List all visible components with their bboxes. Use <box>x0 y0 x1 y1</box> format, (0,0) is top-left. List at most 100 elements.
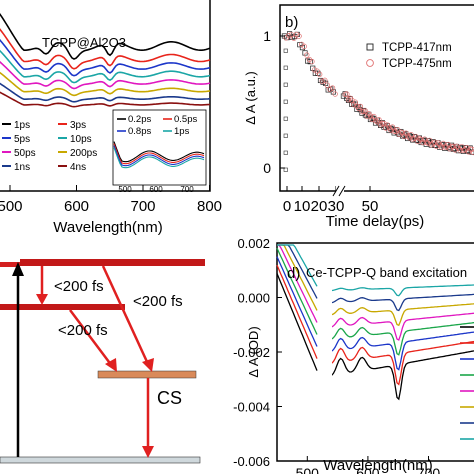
panel-a-frame <box>0 0 211 192</box>
inset-legend: 0.2ps 0.5ps 0.8ps 1ps <box>117 114 197 137</box>
level-s2-bar <box>20 259 205 266</box>
panel-b-point-1 <box>406 135 413 141</box>
panel-b-point-1 <box>288 31 295 38</box>
inset-legend-item: 0.2ps <box>128 114 151 125</box>
panel-b-rise-point <box>283 99 288 104</box>
panel-d-curve-4 <box>277 244 474 341</box>
panel-b-point-1 <box>344 91 350 97</box>
panel-b-legend-item: TCPP-417nm <box>382 42 452 54</box>
panel-a-curve-3 <box>0 49 211 84</box>
panel-b-xtick-label: 50 <box>362 198 379 215</box>
panel-c: <200 fs <200 fs <200 fs CS <box>0 259 205 464</box>
panel-a-xtick-label: 500 <box>0 198 23 215</box>
transfer-arrows <box>36 265 154 458</box>
panel-b-point-1 <box>467 146 473 152</box>
panel-d-xtick-label: 700 <box>417 465 441 474</box>
panel-b-point-0 <box>310 65 316 71</box>
panel-b-point-1 <box>345 97 352 103</box>
inset-curve-1 <box>113 143 205 165</box>
panel-a-xtick-label: 700 <box>130 198 155 215</box>
inset-ticks: 500 600 700 <box>118 185 194 194</box>
panel-b-point-1 <box>383 125 389 131</box>
panel-a-annotation: TCPP@Al2O3 <box>42 35 126 50</box>
panel-a-legend-item: 10ps <box>70 134 92 145</box>
panel-b-point-1 <box>435 140 441 146</box>
panel-d-xtick-label: 500 <box>296 465 320 474</box>
panel-b-point-1 <box>418 136 424 143</box>
panel-b-point-1 <box>362 108 369 114</box>
panel-b-point-1 <box>369 116 375 123</box>
panel-b-point-1 <box>442 144 448 150</box>
panel-b-rise-point <box>283 167 288 172</box>
inset-legend-item: 0.8ps <box>128 126 151 137</box>
panel-d-legend <box>460 326 474 440</box>
inset-xtick: 600 <box>149 185 163 194</box>
panel-d-gap <box>318 244 332 460</box>
panel-d-ylabel: Δ A (OD) <box>246 326 261 377</box>
panel-d-ytick-label: 0.000 <box>237 291 270 306</box>
panel-b-points <box>281 31 474 172</box>
panel-b-point-0 <box>462 145 468 151</box>
panel-a-xtick-label: 600 <box>64 198 89 215</box>
panel-b-point-0 <box>394 130 401 136</box>
panel-a-curve-0 <box>0 12 211 60</box>
panel-b-point-1 <box>379 120 386 127</box>
panel-b-xtick-label: 10 <box>294 198 311 215</box>
panel-b-point-0 <box>320 79 326 85</box>
panel-b-point-1 <box>391 128 397 134</box>
panel-b-point-1 <box>324 82 331 88</box>
panel-b-rise-point <box>283 65 288 70</box>
panel-b-point-1 <box>329 85 336 91</box>
panel-b-point-1 <box>286 33 292 39</box>
panel-a-legend-item: 200ps <box>70 148 97 159</box>
panel-b-frame <box>279 4 474 192</box>
panel-a-curves <box>0 12 211 108</box>
panel-b-legend: TCPP-417nm TCPP-475nm <box>366 42 452 70</box>
panel-b-point-1 <box>367 113 374 119</box>
panel-d-title: Ce-TCPP-Q band excitation <box>306 265 467 280</box>
transfer-time-label-2: <200 fs <box>133 293 183 310</box>
panel-d-ticks: 0.002 0.000 -0.002 -0.004 -0.006 500 600 700 <box>233 236 440 474</box>
panel-b-point-0 <box>372 120 379 126</box>
panel-b-xtick-label: 0 <box>283 198 291 215</box>
panel-b-point-1 <box>376 117 382 123</box>
panel-b-rise-point <box>283 150 288 155</box>
panel-b-point-1 <box>421 136 428 142</box>
panel-b-point-1 <box>401 133 408 140</box>
panel-b-xtick-label: 30 <box>328 198 345 215</box>
panel-b-point-1 <box>427 137 433 143</box>
panel-b-ytick-label: 1 <box>263 28 271 44</box>
panel-a-curve-4 <box>0 60 211 90</box>
axis-break <box>332 185 346 197</box>
panel-a-legend-item: 3ps <box>70 120 86 131</box>
transfer-time-label-3: <200 fs <box>58 322 108 339</box>
panel-d-curve-0 <box>276 273 474 401</box>
panel-b-point-1 <box>381 120 387 127</box>
panel-a-curve-1 <box>0 28 211 70</box>
transfer-time-label-1: <200 fs <box>54 278 104 295</box>
panel-a-inset: 0.2ps 0.5ps 0.8ps 1ps 500 600 700 <box>112 109 207 194</box>
panel-a-curve-2 <box>0 38 211 77</box>
panel-b-point-1 <box>428 142 435 148</box>
panel-a-legend-item: 1ns <box>14 162 30 173</box>
panel-b-point-1 <box>393 128 399 134</box>
inset-curve-3 <box>113 147 205 169</box>
panel-b-ytick-label: 0 <box>263 160 271 176</box>
panel-b-point-1 <box>322 77 328 83</box>
panel-b-point-1 <box>317 71 323 78</box>
panel-b-point-1 <box>304 52 310 58</box>
panel-b-ylabel: Δ A (a.u.) <box>243 71 258 125</box>
level-s1-bar <box>0 304 125 310</box>
panel-b-rise-point <box>283 133 288 138</box>
panel-a-legend-item: 4ns <box>70 162 86 173</box>
panel-b-point-1 <box>327 86 333 92</box>
panel-a-legend-item: 1ps <box>14 120 30 131</box>
panel-d-curve-3 <box>276 247 474 356</box>
inset-curve-0 <box>113 141 205 163</box>
panel-b-point-1 <box>361 108 367 114</box>
panel-a-xticks: 500 600 700 800 <box>0 185 222 215</box>
panel-a-legend-item: 50ps <box>14 148 36 159</box>
panel-a-curve-7 <box>0 91 211 108</box>
